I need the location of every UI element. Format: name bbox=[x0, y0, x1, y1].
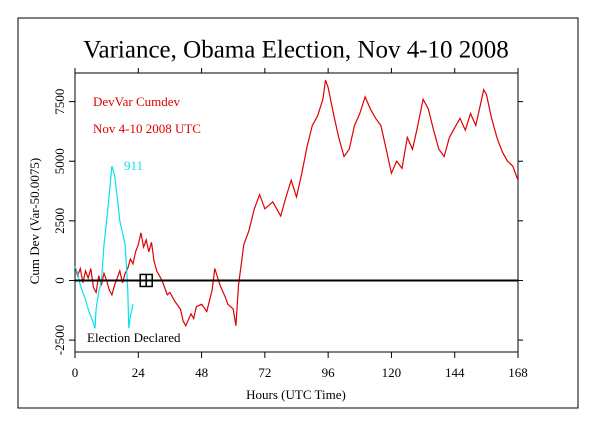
chart-title: Variance, Obama Election, Nov 4-10 2008 bbox=[83, 37, 509, 64]
y-tick-label: 7500 bbox=[52, 89, 67, 115]
y-tick-label: 2500 bbox=[52, 208, 67, 234]
frame bbox=[17, 17, 579, 409]
y-tick-label: 5000 bbox=[52, 148, 67, 174]
x-tick-label: 48 bbox=[195, 365, 208, 380]
y-axis-label: Cum Dev (Var-50.0075) bbox=[27, 158, 42, 284]
series-line bbox=[74, 79, 519, 328]
x-tick-label: 168 bbox=[508, 365, 528, 380]
annotation: Election Declared bbox=[87, 330, 181, 345]
series-line bbox=[74, 165, 134, 329]
annotation: 911 bbox=[124, 158, 143, 173]
x-tick-label: 72 bbox=[258, 365, 271, 380]
plot-area bbox=[74, 72, 519, 353]
x-tick-label: 144 bbox=[445, 365, 465, 380]
x-axis-label: Hours (UTC Time) bbox=[246, 387, 346, 402]
event-cross bbox=[140, 274, 153, 287]
x-tick-label: 0 bbox=[72, 365, 79, 380]
x-tick-label: 120 bbox=[382, 365, 402, 380]
y-tick-label: -2500 bbox=[52, 325, 67, 355]
x-tick-label: 96 bbox=[322, 365, 336, 380]
annotation: Nov 4-10 2008 UTC bbox=[93, 121, 201, 136]
x-tick-label: 24 bbox=[132, 365, 146, 380]
y-tick-label: 0 bbox=[52, 277, 67, 284]
annotation: DevVar Cumdev bbox=[93, 94, 181, 109]
